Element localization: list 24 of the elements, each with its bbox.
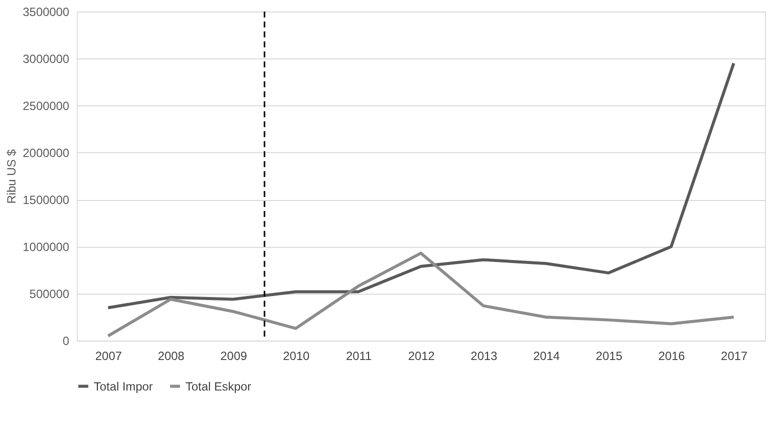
x-tick-label: 2017 [720, 349, 748, 364]
y-tick-label: 500000 [29, 287, 70, 302]
x-tick-label: 2011 [346, 349, 372, 364]
x-tick-label: 2015 [596, 349, 623, 364]
x-tick-label: 2016 [658, 349, 686, 364]
y-axis-title: Ribu US $ [4, 148, 19, 204]
x-tick-label: 2007 [95, 349, 122, 364]
y-tick-label: 1500000 [22, 193, 70, 208]
legend-label: Total Eskpor [186, 379, 252, 394]
x-tick-label: 2014 [533, 349, 560, 364]
y-tick-label: 2500000 [22, 99, 70, 114]
y-tick-label: 1000000 [22, 240, 70, 254]
line-series [106, 62, 736, 310]
x-tick-label: 2012 [408, 349, 436, 364]
y-tick-label: 0 [62, 334, 70, 348]
y-tick-label: 3500000 [22, 4, 70, 19]
legend-label: Total Impor [94, 379, 153, 394]
line-series [106, 252, 736, 338]
x-tick-label: 2010 [282, 349, 310, 364]
y-tick-label: 3000000 [22, 52, 70, 66]
x-tick-label: 2009 [220, 349, 248, 364]
y-tick-label: 2000000 [22, 146, 70, 160]
x-tick-label: 2008 [158, 349, 185, 364]
x-tick-label: 2013 [470, 349, 498, 364]
